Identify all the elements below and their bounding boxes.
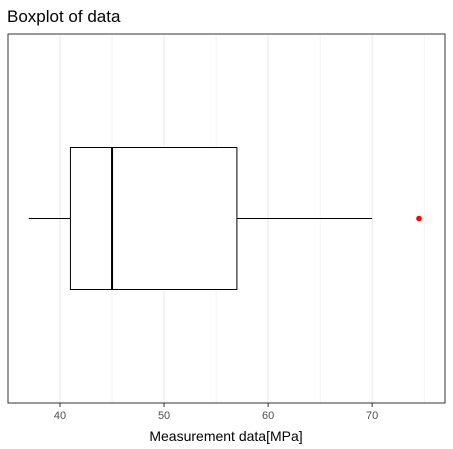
x-axis-label: Measurement data[MPa] xyxy=(149,428,302,444)
x-axis: 40 50 60 70 xyxy=(54,403,378,422)
x-tick-label: 40 xyxy=(54,410,66,422)
panel-border xyxy=(7,33,446,404)
x-tick-label: 50 xyxy=(158,410,170,422)
plot-area xyxy=(28,147,422,290)
x-tick-label: 70 xyxy=(366,410,378,422)
iqr-box xyxy=(69,147,238,290)
x-tick-label: 60 xyxy=(262,410,274,422)
chart-title: Boxplot of data xyxy=(7,7,121,26)
outlier-point xyxy=(416,215,422,222)
